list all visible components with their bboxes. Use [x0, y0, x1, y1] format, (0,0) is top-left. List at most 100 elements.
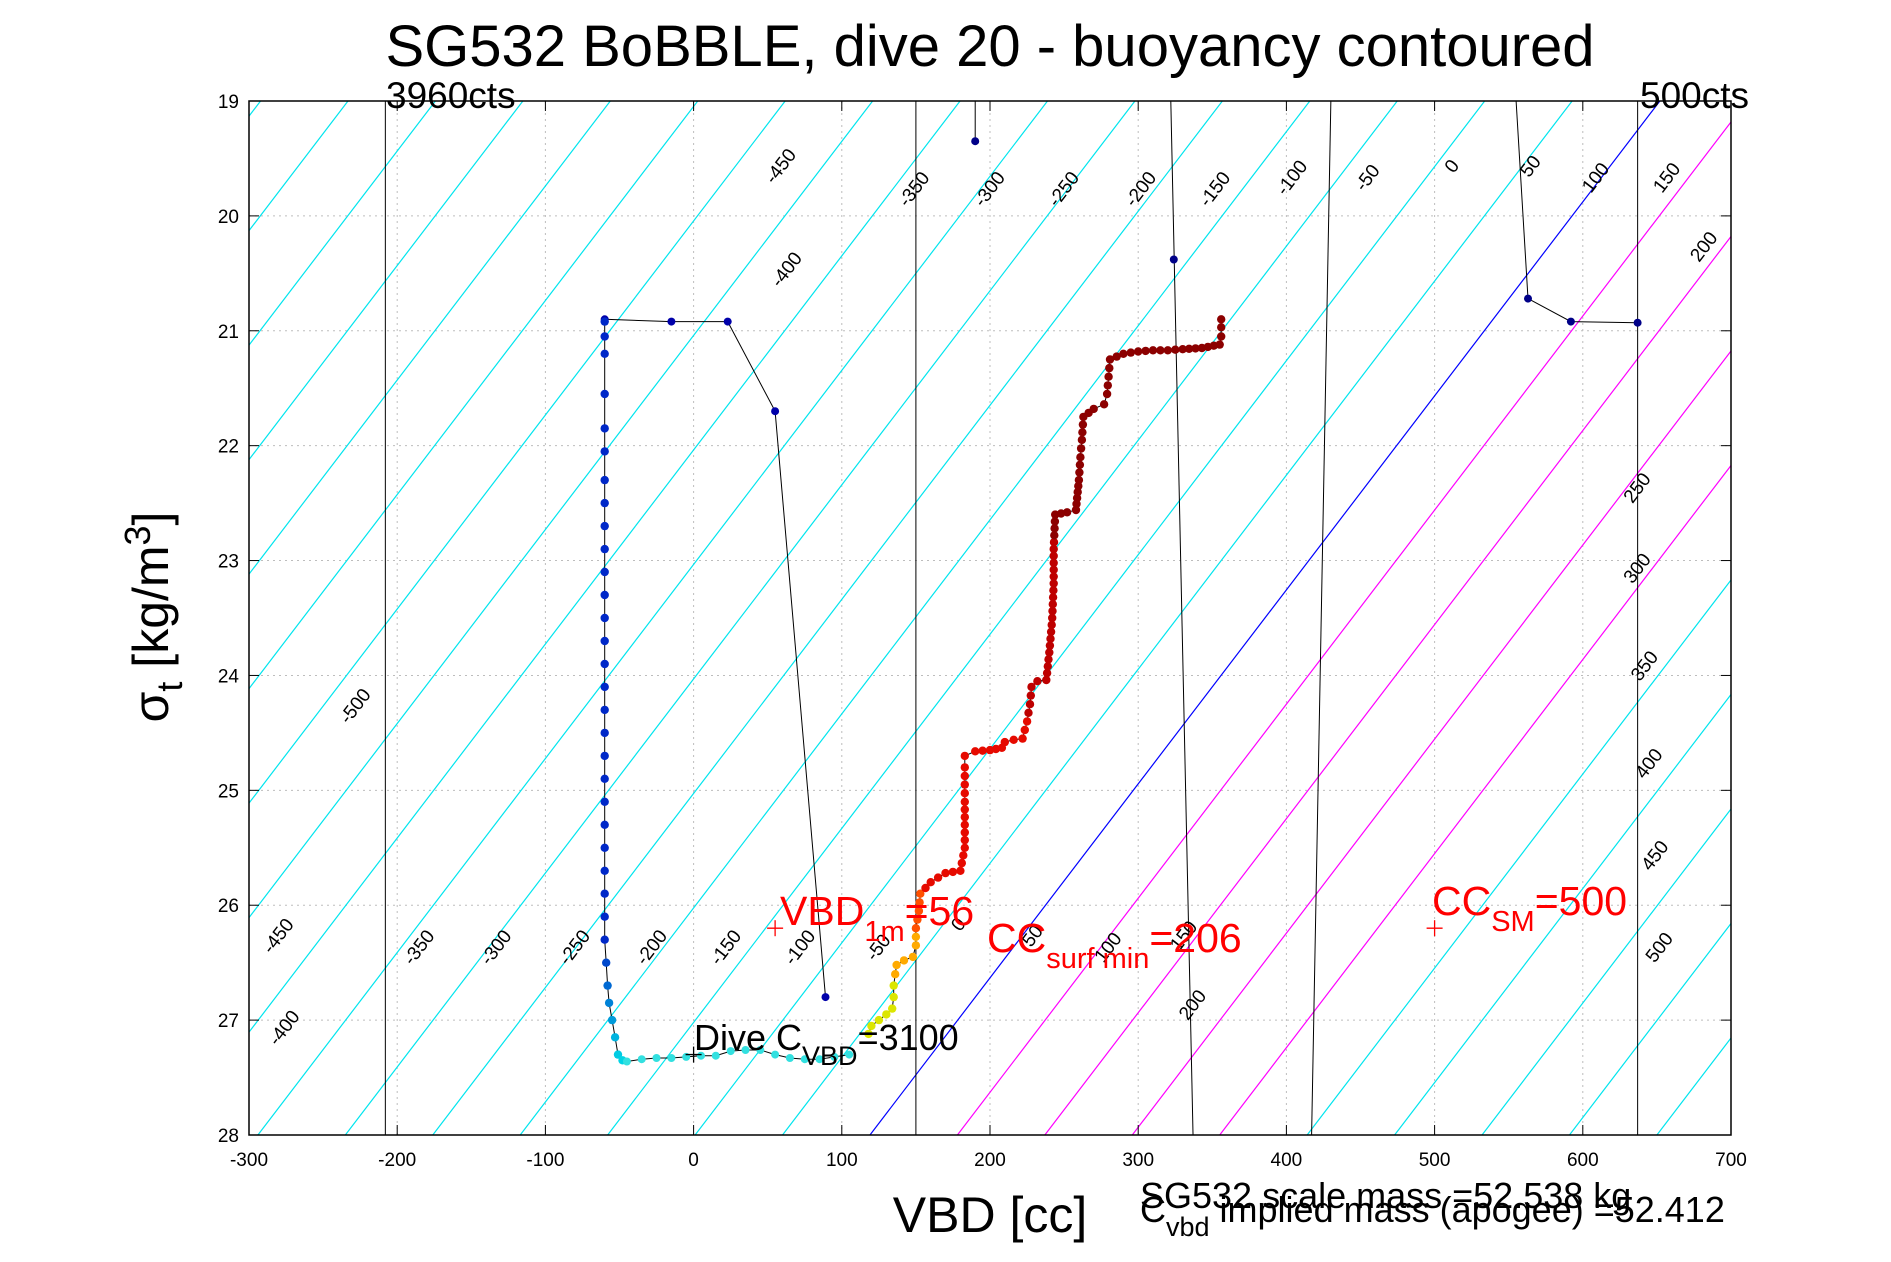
climb-point [960, 805, 969, 814]
y-tick-label: 27 [218, 1011, 239, 1032]
climb-point [960, 812, 969, 822]
descent-point [600, 797, 609, 806]
y-tick-label: 23 [218, 552, 239, 573]
climb-point [888, 1004, 897, 1013]
descent-point [600, 659, 609, 669]
annotation-cc-sm: CCSM=500 [1432, 878, 1627, 938]
climb-point [1046, 627, 1056, 636]
descent-point [610, 1033, 620, 1042]
magenta-contour-line [1131, 349, 1731, 1135]
climb-point [916, 889, 925, 898]
climb-point [1126, 348, 1136, 357]
climb-point [1049, 579, 1058, 588]
bottom-point [652, 1054, 661, 1062]
dive-cvbd-main: Dive C [694, 1017, 802, 1058]
climb-point [921, 883, 930, 893]
count-line [1311, 101, 1332, 1135]
descent-point [667, 317, 676, 326]
climb-point [1215, 340, 1224, 349]
climb-point [960, 771, 969, 781]
y-label-symbol: σ [123, 691, 179, 722]
climb-point [926, 878, 935, 887]
footer-implied-rest: implied mass (apogee) =52.412 [1210, 1189, 1725, 1230]
climb-point [957, 858, 966, 868]
climb-point [1112, 352, 1121, 361]
climb-point [960, 780, 969, 789]
y-tick-label: 21 [218, 322, 239, 343]
x-tick-label: 200 [974, 1150, 1006, 1171]
climb-point [1050, 524, 1059, 533]
climb-point [960, 763, 969, 772]
bottom-point [637, 1055, 646, 1064]
descent-point [723, 317, 732, 326]
y-tick-label: 24 [218, 666, 240, 687]
x-tick-label: 600 [1567, 1150, 1599, 1171]
surface-point [1169, 255, 1178, 264]
annotation-dive-cvbd: Dive CVBD=3100 [694, 1017, 959, 1071]
count-line [1170, 101, 1194, 1135]
descent-point [600, 613, 609, 623]
axis-ticks: -300 -200 -100 0 100 200 300 400 500 600 700 19 20 21… [218, 92, 1747, 1171]
surface-point [1566, 317, 1575, 326]
climb-point [1047, 620, 1056, 630]
descent-point [600, 475, 609, 485]
climb-point [874, 1015, 884, 1025]
climb-point [960, 843, 969, 852]
y-axis-label: σt [kg/m3] [117, 512, 190, 723]
climb-point [1048, 600, 1058, 609]
climb-point [1076, 453, 1085, 462]
contour-line [249, 101, 611, 576]
descent-point [600, 935, 609, 944]
climb-point [911, 932, 921, 941]
climb-point [1049, 586, 1058, 595]
climb-point [1217, 332, 1226, 341]
climb-point [1024, 708, 1033, 717]
climb-point [1062, 508, 1072, 517]
climb-point [1027, 682, 1036, 692]
climb-point [960, 820, 969, 829]
surface-point [1524, 294, 1532, 303]
climb-point [1119, 349, 1128, 358]
climb-point [1104, 372, 1113, 381]
magenta-contour-line [1044, 235, 1731, 1135]
cc-surf-min-rest: =206 [1149, 915, 1241, 961]
contour-line [694, 101, 1486, 1135]
y-tick-label: 26 [218, 896, 239, 917]
contour-line [1568, 922, 1731, 1135]
contour-line [249, 101, 524, 461]
contour-line [249, 101, 961, 1034]
footer-scale-mass: SG532 scale mass =52.538 kg [1140, 1175, 1631, 1216]
contour-line [249, 101, 786, 805]
climb-point [1076, 444, 1086, 453]
climb-point [1217, 315, 1226, 324]
climb-point [1089, 404, 1098, 414]
descent-connector [604, 321, 623, 1061]
climb-point [1078, 420, 1088, 429]
climb-point [1018, 734, 1027, 743]
descent-point [600, 389, 609, 399]
climb-point [956, 866, 965, 875]
climb-point [959, 851, 968, 860]
climb-point [889, 992, 898, 1002]
climb-point [891, 970, 900, 979]
x-tick-label: -200 [378, 1150, 416, 1171]
climb-point [960, 789, 969, 798]
y-label-sub: t [149, 682, 190, 692]
bottom-connector [626, 1049, 850, 1062]
climb-point [960, 835, 969, 845]
x-tick-label: 700 [1715, 1150, 1747, 1171]
climb-point [1191, 344, 1200, 353]
contour-line [1481, 807, 1731, 1135]
dive-cvbd-sub: VBD [802, 1041, 858, 1071]
climb-point [1075, 468, 1084, 477]
climb-point [933, 873, 943, 882]
climb-point [1105, 355, 1115, 364]
bottom-point [726, 1047, 735, 1056]
climb-point [948, 867, 958, 877]
bottom-point [711, 1051, 720, 1060]
surface-point [971, 137, 980, 146]
x-tick-label: -100 [526, 1150, 564, 1171]
climb-point [915, 898, 924, 907]
climb-point [978, 746, 987, 755]
